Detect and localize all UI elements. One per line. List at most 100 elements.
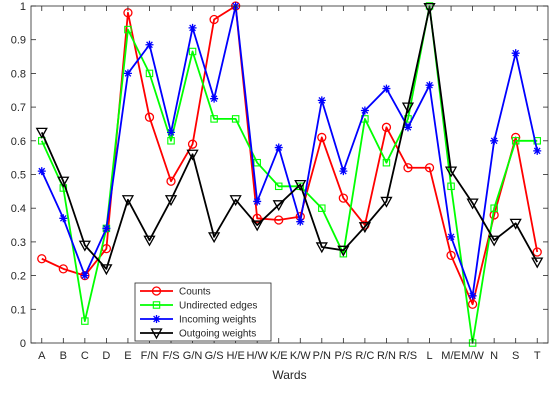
x-tick-label: L (426, 350, 432, 362)
data-point (37, 254, 47, 264)
x-tick-label: P/N (313, 350, 331, 362)
x-tick-label: P/S (334, 350, 352, 362)
legend-swatch-marker (151, 286, 162, 296)
data-point (531, 257, 544, 269)
data-point (124, 25, 132, 34)
series-4 (35, 3, 544, 276)
x-tick-label: B (60, 350, 67, 362)
data-point (466, 198, 479, 210)
data-point (338, 193, 349, 203)
legend-swatch-marker (152, 301, 161, 309)
data-point (403, 123, 412, 132)
x-tick-label: D (102, 350, 110, 362)
data-point (509, 218, 522, 230)
data-point (167, 137, 175, 145)
data-point (274, 143, 283, 152)
x-tick-label: F/S (162, 350, 179, 362)
x-tick-label: K/W (290, 350, 311, 362)
data-point (447, 182, 455, 191)
legend-swatch-marker (152, 315, 161, 323)
data-point (490, 136, 499, 145)
x-tick-label: R/C (355, 350, 374, 362)
y-tick-label: 0.9 (11, 35, 26, 47)
data-point (317, 96, 326, 105)
data-point (444, 166, 458, 178)
x-tick-label: S (512, 350, 519, 362)
data-point (360, 106, 369, 115)
data-point (274, 182, 283, 191)
data-point (57, 176, 70, 188)
plot-background (31, 6, 548, 343)
x-tick-label: N (490, 350, 498, 362)
series-3 (37, 2, 542, 300)
data-point (315, 242, 328, 254)
data-point (123, 69, 132, 78)
x-tick-label: A (38, 350, 46, 362)
data-point (511, 49, 520, 58)
x-tick-label: G/N (183, 350, 203, 362)
legend-label: Outgoing weights (179, 329, 256, 340)
data-point (468, 291, 477, 300)
data-point (401, 102, 415, 114)
x-tick-label: E (124, 350, 131, 362)
legend-label: Incoming weights (179, 315, 256, 326)
legend-label: Counts (179, 287, 211, 298)
data-point (251, 220, 264, 232)
y-tick-label: 0.3 (11, 237, 26, 249)
data-point (425, 81, 434, 90)
data-point (403, 163, 413, 173)
data-point (467, 299, 478, 309)
data-point (80, 271, 89, 280)
data-point (274, 215, 284, 225)
x-tick-label: R/S (399, 350, 417, 362)
data-point (35, 127, 48, 139)
data-point (229, 195, 242, 207)
x-tick-label: K/E (270, 350, 288, 362)
data-point (209, 14, 219, 25)
data-point (296, 217, 305, 226)
data-point (381, 122, 392, 132)
data-point (187, 139, 198, 149)
data-point (186, 149, 199, 161)
legend-label: Undirected edges (179, 301, 257, 312)
legend-box (134, 282, 272, 342)
data-point (167, 128, 176, 137)
data-point (317, 132, 327, 143)
data-point (337, 245, 350, 257)
data-point (382, 84, 391, 93)
x-tick-label: M/W (461, 350, 484, 362)
data-point (164, 195, 178, 207)
data-point (37, 167, 46, 176)
data-point (231, 115, 240, 123)
x-tick-label: H/E (226, 350, 244, 362)
data-point (58, 264, 68, 274)
data-point (145, 40, 154, 49)
data-point (272, 200, 285, 212)
y-tick-label: 0.5 (11, 170, 26, 182)
x-tick-label: F/N (141, 350, 159, 362)
data-point (533, 137, 541, 145)
data-point (145, 69, 154, 78)
series-line (40, 5, 539, 297)
data-point (382, 158, 391, 167)
series-layer (35, 1, 544, 347)
y-tick-label: 0.4 (11, 203, 26, 215)
data-point (358, 222, 372, 234)
axes-layer: 0 0.1 0.2 0.3 0.4 0.5 0.6 0.7 0.8 0.9 1 A B C D E F/N F/S… (11, 1, 548, 362)
y-tick-label: 0.1 (11, 304, 26, 316)
data-point (78, 240, 91, 252)
y-tick-label: 0 (20, 338, 26, 350)
data-point (252, 213, 262, 223)
data-point (81, 317, 89, 325)
data-point (166, 176, 176, 186)
data-point (210, 115, 218, 123)
data-point (447, 232, 456, 241)
data-point (511, 137, 520, 145)
data-point (424, 163, 435, 173)
data-point (102, 224, 111, 233)
data-point (533, 146, 542, 155)
x-tick-label: R/N (377, 350, 396, 362)
data-point (143, 235, 156, 247)
x-tick-label: M/E (441, 350, 461, 362)
